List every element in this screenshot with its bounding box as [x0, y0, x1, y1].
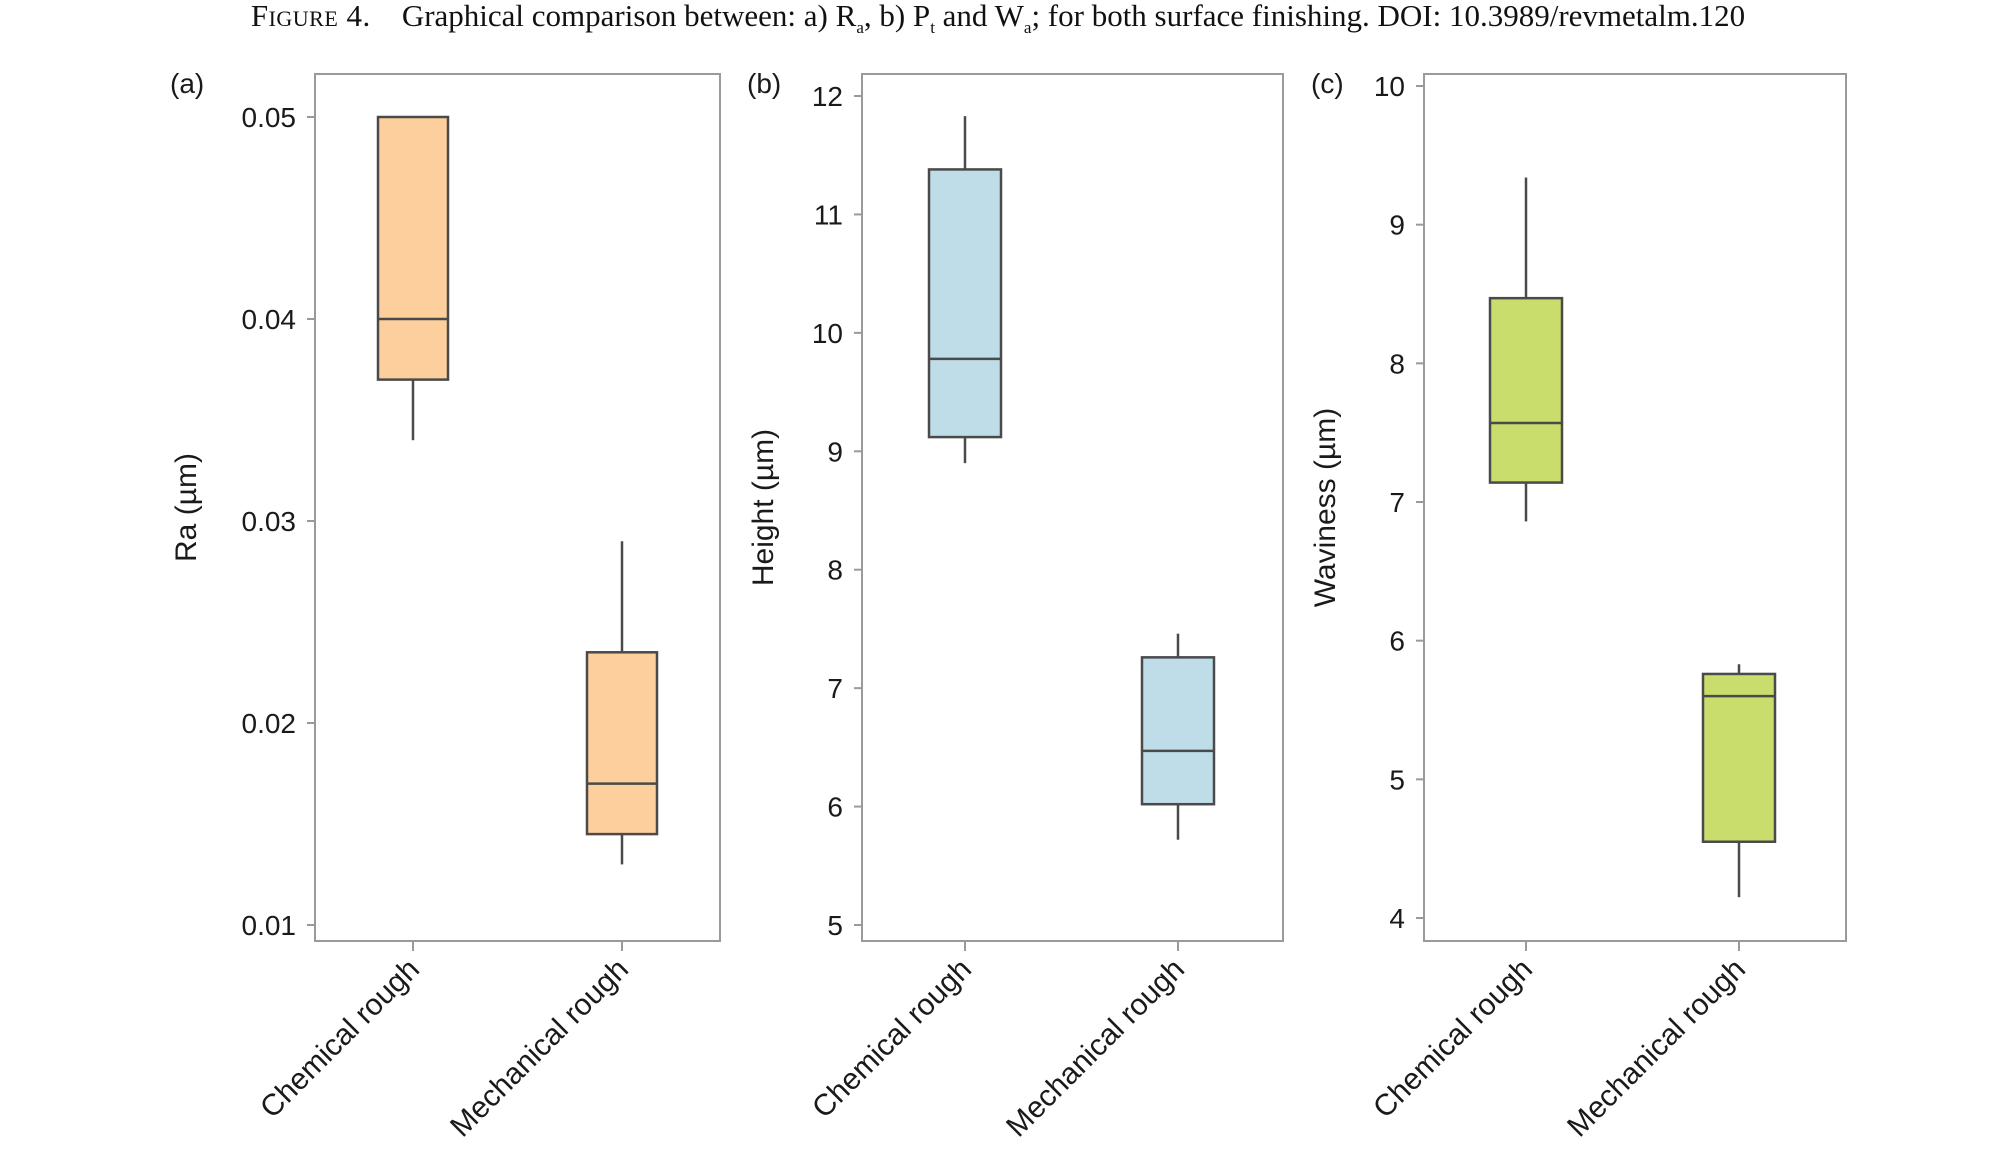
y-tick-label: 0.01 [242, 910, 297, 941]
x-category-label: Mechanical rough [1561, 953, 1752, 1144]
caption-text-2: , b) P [863, 0, 931, 33]
y-tick-label: 10 [1374, 71, 1405, 102]
box-mechanical-rough [1701, 664, 1777, 898]
x-category-label: Chemical rough [254, 953, 426, 1125]
iqr-box [1701, 672, 1777, 843]
x-category-label: Mechanical rough [1000, 953, 1191, 1144]
box-mechanical-rough [585, 541, 659, 865]
iqr-box [376, 115, 450, 381]
caption-sub-2: t [930, 18, 935, 37]
iqr-box [1488, 296, 1564, 484]
box-chemical-rough [1488, 177, 1564, 522]
y-tick-label: 4 [1389, 903, 1405, 934]
box-chemical-rough [927, 116, 1003, 464]
y-tick-label: 6 [827, 792, 843, 823]
y-axis-label: Waviness (µm) [1309, 408, 1342, 608]
y-tick-label: 12 [812, 81, 843, 112]
y-tick-label: 0.03 [242, 506, 297, 537]
caption-sub-3: a [1023, 18, 1032, 37]
y-axis-label: Ra (µm) [170, 453, 203, 562]
y-tick-label: 6 [1389, 626, 1405, 657]
y-tick-label: 7 [827, 673, 843, 704]
y-tick-label: 5 [1389, 764, 1405, 795]
panel-label: (b) [747, 68, 781, 99]
caption-text-1: Graphical comparison between: a) R [401, 0, 857, 33]
y-axis-label: Height (µm) [747, 429, 780, 586]
y-tick-label: 0.04 [242, 304, 297, 335]
panel-label: (c) [1311, 68, 1344, 99]
panel-b: (b) 5 6 7 8 9 10 11 12 Height (µm) Chemical rough M… [747, 68, 1284, 1144]
iqr-box [585, 651, 659, 836]
iqr-box [927, 168, 1003, 439]
figure-caption: Figure 4. Graphical comparison between: … [0, 0, 1996, 50]
figure-label: Figure 4. [250, 0, 371, 33]
y-tick-label: 7 [1389, 487, 1405, 518]
iqr-box [1140, 656, 1216, 806]
plot-frame [1423, 73, 1847, 942]
x-category-label: Mechanical rough [444, 953, 635, 1144]
panel-label: (a) [170, 68, 204, 99]
box-mechanical-rough [1140, 633, 1216, 840]
y-tick-label: 9 [827, 436, 843, 467]
y-tick-label: 0.05 [242, 102, 297, 133]
box-chemical-rough [376, 115, 450, 441]
y-tick-label: 9 [1389, 210, 1405, 241]
plot-frame [314, 73, 721, 942]
caption-sub-1: a [856, 18, 864, 37]
y-tick-label: 11 [814, 199, 843, 230]
plot-frame [861, 73, 1284, 942]
caption-text-4: ; for both surface finishing. DOI: 10.39… [1031, 0, 1746, 33]
y-tick-label: 10 [812, 318, 843, 349]
y-tick-label: 8 [1389, 348, 1405, 379]
caption-text-3: and W [934, 0, 1024, 33]
x-category-label: Chemical rough [1367, 953, 1539, 1125]
y-tick-label: 5 [827, 910, 843, 941]
y-tick-label: 0.02 [242, 708, 297, 739]
panel-a: (a) 0.01 0.02 0.03 0.04 0.05 Ra (µm) Chemical r… [170, 68, 721, 1144]
panel-c: (c) 4 5 6 7 8 9 10 Waviness (µm) Chemical rough Me… [1309, 68, 1847, 1144]
y-tick-label: 8 [827, 555, 843, 586]
x-category-label: Chemical rough [806, 953, 978, 1125]
